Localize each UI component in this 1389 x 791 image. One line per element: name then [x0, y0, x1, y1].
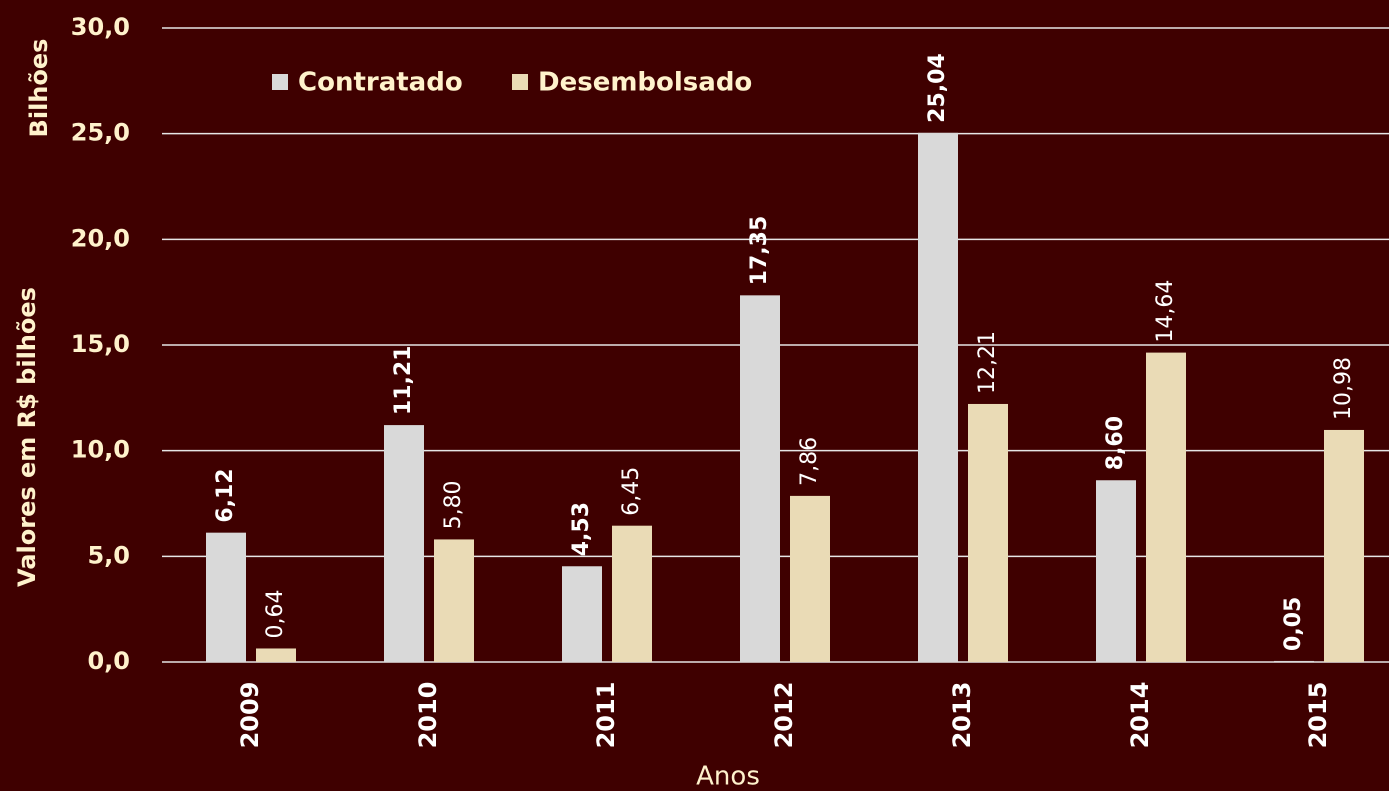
bar — [1096, 480, 1136, 662]
y-tick-label: 15,0 — [71, 330, 130, 358]
value-label: 6,45 — [619, 467, 644, 516]
value-label: 5,80 — [441, 480, 466, 529]
x-tick-label: 2010 — [414, 682, 442, 749]
x-tick-label: 2011 — [592, 682, 620, 749]
bar — [384, 425, 424, 662]
x-tick-label: 2013 — [948, 682, 976, 749]
legend-swatch — [512, 74, 528, 90]
x-tick-label: 2012 — [770, 682, 798, 749]
y-tick-label: 10,0 — [71, 436, 130, 464]
value-label: 4,53 — [569, 502, 594, 556]
y-tick-label: 5,0 — [87, 541, 130, 569]
bar — [1274, 660, 1314, 662]
y-tick-label: 20,0 — [71, 224, 130, 252]
value-label: 10,98 — [1331, 357, 1356, 420]
bar — [968, 403, 1008, 662]
y-tick-label: 25,0 — [71, 119, 130, 147]
value-label: 17,35 — [747, 216, 772, 286]
value-label: 6,12 — [213, 468, 238, 522]
x-tick-label: 2009 — [236, 682, 264, 749]
value-label: 0,05 — [1281, 597, 1306, 651]
bar — [740, 295, 780, 662]
legend-label: Contratado — [298, 68, 463, 98]
bar — [562, 566, 602, 662]
bar — [612, 525, 652, 662]
value-label: 25,04 — [925, 53, 950, 123]
y-tick-label: 30,0 — [71, 13, 130, 41]
value-label: 7,86 — [797, 437, 822, 486]
bar — [1324, 429, 1364, 662]
bar — [918, 132, 958, 662]
bar — [206, 532, 246, 662]
value-label: 14,64 — [1153, 280, 1178, 343]
value-label: 8,60 — [1103, 416, 1128, 470]
value-label: 0,64 — [263, 589, 288, 638]
value-label: 11,21 — [391, 346, 416, 416]
bar — [1146, 352, 1186, 662]
bar — [434, 539, 474, 662]
x-axis-title: Anos — [696, 762, 760, 791]
value-label: 12,21 — [975, 331, 1000, 394]
x-tick-label: 2015 — [1304, 682, 1332, 749]
bar — [256, 648, 296, 662]
legend-swatch — [272, 74, 288, 90]
legend-label: Desembolsado — [538, 68, 752, 98]
bar — [790, 495, 830, 662]
y-unit-label: Bilhões — [25, 39, 53, 138]
x-tick-label: 2014 — [1126, 682, 1154, 749]
y-tick-label: 0,0 — [87, 647, 130, 675]
y-axis-title: Valores em R$ bilhões — [13, 287, 41, 587]
